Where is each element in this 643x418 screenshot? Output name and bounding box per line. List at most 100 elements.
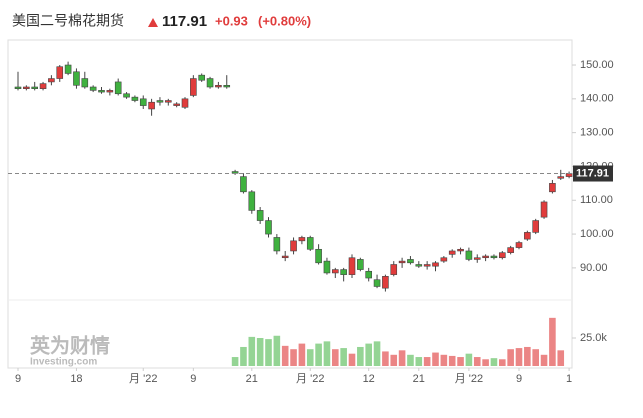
- volume-bar: [540, 354, 548, 366]
- candle-body: [515, 242, 523, 248]
- candle-body: [173, 103, 180, 106]
- candle-body: [73, 71, 80, 86]
- candle-body: [240, 176, 247, 193]
- volume-bar: [323, 341, 331, 366]
- x-tick-label: 21: [246, 373, 258, 385]
- volume-bar: [515, 348, 523, 366]
- candle-body: [423, 264, 431, 267]
- volume-bar: [423, 357, 431, 366]
- y-tick-label: 110.00: [580, 194, 613, 206]
- candle-body: [490, 255, 498, 259]
- volume-bar: [298, 343, 306, 366]
- candle-body: [290, 240, 297, 252]
- candle-body: [248, 191, 256, 211]
- volume-bar: [315, 343, 322, 366]
- candle-body: [98, 90, 105, 93]
- volume-bar: [357, 346, 364, 366]
- candle-body: [81, 78, 89, 88]
- candle-body: [206, 78, 214, 88]
- candle-body: [256, 210, 264, 221]
- watermark-en: Investing.com: [30, 357, 97, 368]
- candle-body: [265, 220, 272, 235]
- up-arrow: [148, 18, 158, 27]
- volume-bar: [373, 341, 381, 366]
- y2-tick-label: 25.0k: [580, 332, 607, 344]
- volume-bar: [507, 349, 514, 366]
- candle-body: [432, 262, 439, 267]
- x-tick-label: 9: [516, 373, 522, 385]
- candle-body: [48, 78, 55, 83]
- x-tick-label: 1: [566, 373, 572, 385]
- candle-body: [407, 259, 414, 264]
- candle-body: [507, 247, 514, 253]
- candle-body: [340, 269, 347, 275]
- candle-body: [365, 270, 373, 279]
- candle-body: [382, 276, 389, 289]
- candle-body: [457, 248, 464, 252]
- candle-body: [106, 90, 114, 93]
- candle-body: [373, 279, 381, 287]
- candle-body: [31, 86, 39, 89]
- x-tick-label: 21: [413, 373, 425, 385]
- candle-body: [39, 83, 47, 89]
- x-tick-label: 月 '22: [296, 373, 324, 385]
- candle-body: [223, 85, 231, 88]
- candle-body: [549, 183, 556, 193]
- candle-body: [357, 259, 364, 270]
- candle-body: [390, 264, 398, 275]
- volume-bar: [256, 338, 264, 366]
- candle-body: [557, 176, 565, 179]
- x-tick-label: 9: [15, 373, 21, 385]
- volume-bar: [240, 346, 247, 366]
- volume-bar: [557, 350, 565, 366]
- volume-bar: [432, 352, 439, 366]
- candle-body: [131, 96, 139, 101]
- price-change-pct: (+0.80%): [258, 13, 311, 28]
- volume-bar: [415, 357, 423, 366]
- volume-bar: [465, 353, 473, 366]
- candle-body: [440, 257, 448, 262]
- x-tick-label: 月 '22: [129, 373, 157, 385]
- price: 117.91: [162, 13, 207, 30]
- candle-body: [306, 237, 314, 250]
- last-price-box: [573, 165, 613, 182]
- candle-body: [448, 250, 456, 255]
- last-price-label: 117.91: [576, 167, 609, 179]
- volume-bar: [382, 351, 389, 366]
- candle-body: [540, 201, 548, 218]
- candle-body: [156, 100, 164, 103]
- candle-body: [473, 257, 481, 260]
- y-tick-label: 140.00: [580, 93, 614, 105]
- candle-body: [181, 98, 189, 108]
- volume-bar: [440, 354, 448, 366]
- x-tick-label: 9: [190, 373, 196, 385]
- candle-body: [281, 255, 289, 259]
- volume-bar: [340, 348, 347, 366]
- candle-body: [524, 232, 531, 240]
- candle-body: [273, 237, 281, 252]
- candle-body: [123, 93, 130, 98]
- candle-body: [331, 269, 339, 274]
- volume-bar: [407, 354, 414, 366]
- candle-body: [23, 86, 30, 89]
- candle-body: [298, 237, 306, 242]
- volume-bar: [490, 358, 498, 366]
- candle-body: [114, 81, 122, 95]
- candle-body: [465, 250, 473, 260]
- volume-bar: [549, 317, 556, 366]
- candle-body: [89, 86, 97, 91]
- candle-body: [64, 64, 72, 74]
- y-tick-label: 100.00: [580, 228, 614, 240]
- candle-body: [198, 74, 205, 81]
- volume-bar: [524, 346, 531, 366]
- candle-body: [14, 86, 22, 89]
- volume-bar: [332, 349, 339, 366]
- x-tick-label: 月 '22: [455, 373, 483, 385]
- volume-bar: [281, 345, 289, 366]
- volume-bar: [365, 343, 372, 366]
- candle-body: [532, 220, 540, 233]
- candle-body: [165, 100, 172, 103]
- y-tick-label: 90.00: [580, 262, 608, 274]
- candle-body: [323, 260, 331, 274]
- candle-body: [415, 264, 423, 267]
